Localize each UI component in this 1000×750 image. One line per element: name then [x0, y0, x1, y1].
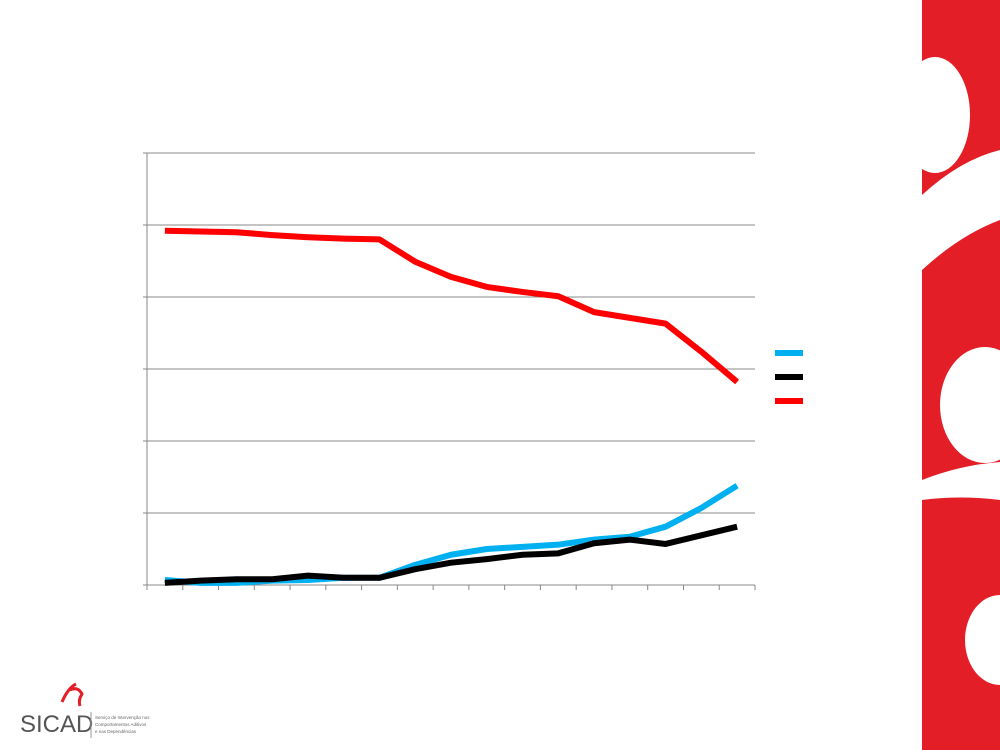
logo-tagline: Comportamentos Aditivos: [95, 722, 147, 727]
side-cutout: [965, 595, 1000, 685]
side-cutout: [940, 347, 1000, 463]
side-cutout: [922, 462, 1000, 500]
series-line: [164, 227, 740, 385]
side-cutout: [900, 57, 970, 173]
logo-name: SICAD: [20, 711, 93, 738]
logo-tagline: e nas Dependências: [95, 729, 137, 734]
decoration: [900, 0, 1000, 750]
series-line: [164, 523, 738, 586]
side-cutout: [922, 150, 1000, 270]
logo-mark: [60, 682, 84, 707]
series-line: [164, 483, 739, 586]
logo: SICAD Serviço de Intervenção nos Comport…: [20, 682, 150, 738]
logo-tagline: Serviço de Intervenção nos: [95, 715, 150, 720]
